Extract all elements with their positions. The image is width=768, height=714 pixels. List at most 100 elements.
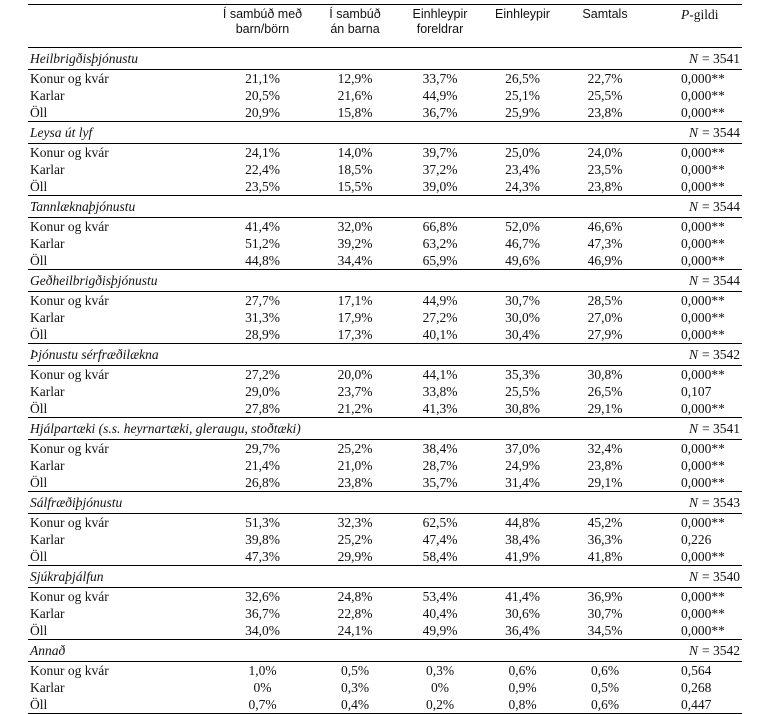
cell: 0,000**: [681, 219, 725, 234]
row-label: Konur og kvár: [30, 589, 109, 604]
cell: 0,000**: [681, 236, 725, 251]
cell: 0,564: [681, 663, 712, 678]
cell: 44,1%: [422, 367, 458, 382]
cell: 27,8%: [245, 401, 280, 416]
cell: 38,4%: [422, 441, 458, 456]
cell: 26,5%: [587, 384, 623, 399]
cell: 29,1%: [587, 475, 623, 490]
cell: 0,3%: [425, 663, 455, 678]
cell: 26,5%: [505, 71, 540, 86]
n-symbol: N: [688, 124, 698, 140]
header-text: foreldrar: [416, 22, 464, 36]
cell: 23,8%: [587, 105, 623, 120]
section-row: Sálfræðiþjónustu N = 3543: [28, 491, 742, 514]
cell: 30,8%: [505, 401, 540, 416]
cell: 1,0%: [248, 663, 277, 678]
n-value: = 3544: [702, 272, 740, 288]
cell: 17,1%: [337, 293, 373, 308]
section-title: Tannlæknaþjónustu: [28, 195, 645, 218]
cell: 29,7%: [245, 441, 280, 456]
n-value: = 3540: [702, 568, 740, 584]
cell: 15,5%: [337, 179, 373, 194]
n-value: = 3542: [702, 642, 740, 658]
data-row: Öll 27,8% 21,2% 41,3% 30,8% 29,1% 0,000**: [28, 400, 742, 418]
cell: 0,3%: [340, 680, 370, 695]
section-title: Sálfræðiþjónustu: [28, 491, 645, 514]
header-cell: Samtals: [565, 4, 645, 48]
section-row: Annað N = 3542: [28, 639, 742, 662]
header-cell: P-gildi: [645, 4, 742, 48]
cell: 21,0%: [337, 458, 373, 473]
cell: 0,6%: [590, 663, 620, 678]
n-symbol: N: [688, 198, 698, 214]
cell: 30,4%: [505, 327, 540, 342]
row-label: Öll: [30, 327, 48, 342]
data-row: Karlar 51,2% 39,2% 63,2% 46,7% 47,3% 0,000**: [28, 235, 742, 252]
cell: 27,2%: [422, 310, 458, 325]
cell: 44,8%: [245, 253, 280, 268]
section-title: Sjúkraþjálfun: [28, 565, 645, 588]
cell: 0,000**: [681, 162, 725, 177]
row-label: Öll: [30, 105, 48, 120]
cell: 27,7%: [245, 293, 280, 308]
row-label: Karlar: [30, 236, 65, 251]
cell: 35,7%: [422, 475, 458, 490]
section-n: N = 3542: [645, 343, 742, 366]
cell: 46,7%: [505, 236, 540, 251]
cell: 0,000**: [681, 606, 725, 621]
cell: 30,7%: [587, 606, 623, 621]
cell: 36,7%: [245, 606, 280, 621]
section-row: Þjónustu sérfræðilækna N = 3542: [28, 343, 742, 366]
data-row: Karlar 39,8% 25,2% 47,4% 38,4% 36,3% 0,226: [28, 531, 742, 548]
row-label: Karlar: [30, 162, 65, 177]
cell: 0,000**: [681, 441, 725, 456]
row-label: Konur og kvár: [30, 145, 109, 160]
data-row: Öll 28,9% 17,3% 40,1% 30,4% 27,9% 0,000**: [28, 326, 742, 344]
cell: 44,9%: [422, 88, 458, 103]
cell: 0,000**: [681, 310, 725, 325]
cell: 0,6%: [565, 696, 645, 714]
n-symbol: N: [688, 272, 698, 288]
cell: 20,5%: [245, 88, 280, 103]
cell: 0,000**: [681, 253, 725, 268]
cell: 21,1%: [245, 71, 280, 86]
cell: 23,5%: [245, 179, 280, 194]
data-row: Öll 47,3% 29,9% 58,4% 41,9% 41,8% 0,000**: [28, 548, 742, 566]
n-value: = 3541: [702, 420, 740, 436]
cell: 0,000**: [681, 458, 725, 473]
section-n: N = 3544: [645, 195, 742, 218]
cell: 22,4%: [245, 162, 280, 177]
data-row: Konur og kvár 51,3% 32,3% 62,5% 44,8% 45,2% 0,…: [28, 514, 742, 532]
cell: 0,000**: [681, 589, 725, 604]
cell: 0,000**: [681, 401, 725, 416]
cell: 29,9%: [337, 549, 373, 564]
cell: 36,3%: [587, 532, 623, 547]
cell: 0,000**: [681, 515, 725, 530]
cell: 37,0%: [505, 441, 540, 456]
cell: 41,4%: [505, 589, 540, 604]
cell: 26,8%: [245, 475, 280, 490]
data-row: Karlar 0% 0,3% 0% 0,9% 0,5% 0,268: [28, 679, 742, 696]
cell: 27,9%: [587, 327, 623, 342]
row-label: Karlar: [30, 680, 65, 695]
section-row: Hjálpartæki (s.s. heyrnartæki, gleraugu,…: [28, 417, 742, 440]
cell: 0,000**: [681, 549, 725, 564]
cell: 0,268: [681, 680, 712, 695]
header-italic: P: [681, 7, 690, 22]
data-row: Karlar 29,0% 23,7% 33,8% 25,5% 26,5% 0,107: [28, 383, 742, 400]
section-title: Heilbrigðisþjónustu: [28, 47, 645, 70]
row-label: Konur og kvár: [30, 441, 109, 456]
n-symbol: N: [688, 50, 698, 66]
header-text: Samtals: [582, 7, 628, 21]
cell: 0,4%: [310, 696, 400, 714]
cell: 41,8%: [587, 549, 623, 564]
header-text: Einhleypir: [412, 7, 468, 21]
cell: 23,8%: [587, 179, 623, 194]
n-value: = 3544: [702, 124, 740, 140]
cell: 41,3%: [422, 401, 458, 416]
results-table: Í sambúð með barn/börn Í sambúð án barna Ein…: [28, 4, 742, 714]
cell: 12,9%: [337, 71, 373, 86]
cell: 33,8%: [422, 384, 458, 399]
cell: 49,6%: [505, 253, 540, 268]
